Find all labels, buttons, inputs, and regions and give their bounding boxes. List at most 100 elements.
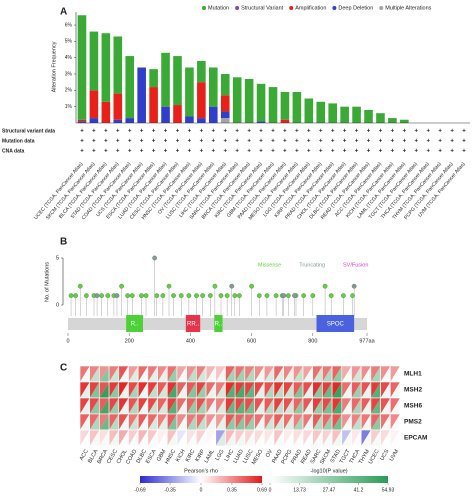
p-cell xyxy=(89,430,100,446)
bar-segment xyxy=(149,69,158,88)
p-cell xyxy=(196,398,207,414)
p-cell xyxy=(196,430,207,446)
colorbar xyxy=(270,476,388,483)
p-cell xyxy=(215,430,226,446)
lollipop-head xyxy=(224,293,230,298)
p-cell xyxy=(176,414,187,430)
y-tick-label: 0 xyxy=(56,302,59,308)
column-label: ESCA xyxy=(145,448,158,464)
p-cell xyxy=(370,366,381,382)
rho-cell xyxy=(89,366,100,382)
protein-domain xyxy=(126,315,143,332)
p-cell xyxy=(138,382,148,398)
rho-cell xyxy=(244,398,255,414)
rho-cell xyxy=(254,382,265,398)
lollipop-head xyxy=(273,293,279,298)
column-label: UCS xyxy=(379,448,390,461)
p-cell xyxy=(206,398,216,414)
p-cell xyxy=(157,382,168,398)
p-cell xyxy=(273,382,284,398)
p-cell xyxy=(370,382,381,398)
lollipop-head xyxy=(68,293,74,298)
p-cell xyxy=(312,430,323,446)
track-mark: + xyxy=(450,149,454,155)
track-mark: + xyxy=(176,129,180,135)
lollipop-head xyxy=(310,293,316,298)
p-cell xyxy=(225,414,236,430)
track-mark: + xyxy=(415,129,419,135)
p-cell xyxy=(244,398,255,414)
column-label: KIRC xyxy=(185,449,197,463)
bar-segment xyxy=(173,105,182,123)
p-cell xyxy=(167,430,177,446)
p-cell xyxy=(186,382,197,398)
track-mark: + xyxy=(283,129,287,135)
lollipop-head xyxy=(194,293,199,298)
rho-cell xyxy=(89,398,100,414)
track-mark: + xyxy=(438,129,442,135)
rho-cell xyxy=(80,414,90,430)
p-cell xyxy=(312,398,323,414)
row-label: PMS2 xyxy=(404,419,422,426)
p-cell xyxy=(80,382,90,398)
column-label: LIHC xyxy=(224,449,235,463)
p-cell xyxy=(312,366,323,382)
p-cell xyxy=(80,398,90,414)
y-tick-label: 3% xyxy=(65,71,73,77)
track-mark: + xyxy=(176,139,180,145)
legend-label: Mutation xyxy=(208,5,229,11)
protein-domain xyxy=(214,315,223,332)
rho-cell xyxy=(215,430,226,446)
p-cell xyxy=(273,398,284,414)
track-label: Mutation data xyxy=(2,138,35,144)
lollipop-head xyxy=(119,283,124,289)
bar-segment xyxy=(89,31,99,91)
bar-segment xyxy=(197,82,206,119)
track-mark: + xyxy=(331,129,335,135)
p-cell xyxy=(380,414,391,430)
rho-cell xyxy=(225,398,236,414)
track-mark: + xyxy=(415,139,419,145)
bar-segment xyxy=(364,109,373,123)
lollipop-head xyxy=(264,293,270,298)
track-mark: + xyxy=(176,149,180,155)
p-cell xyxy=(138,414,148,430)
lollipop-head xyxy=(171,293,176,298)
p-cell xyxy=(283,414,294,430)
track-mark: + xyxy=(307,129,311,135)
p-cell xyxy=(254,382,265,398)
p-cell xyxy=(89,366,100,382)
p-cell xyxy=(138,430,148,446)
rho-cell xyxy=(196,430,207,446)
p-cell xyxy=(341,398,352,414)
legend-label: Missense xyxy=(258,262,281,268)
rho-cell xyxy=(380,430,391,446)
p-cell xyxy=(196,414,207,430)
bar-segment xyxy=(197,118,206,123)
bar-segment xyxy=(292,91,302,123)
bar-segment xyxy=(77,15,87,120)
p-cell xyxy=(235,398,245,414)
lollipop-head xyxy=(129,293,135,298)
track-mark: + xyxy=(140,139,144,145)
rho-cell xyxy=(254,366,265,382)
legend-marker xyxy=(332,6,337,10)
p-cell xyxy=(254,430,265,446)
rho-cell xyxy=(225,366,236,382)
rho-cell xyxy=(351,414,362,430)
track-mark: + xyxy=(116,139,120,145)
p-cell xyxy=(235,382,245,398)
p-cell xyxy=(167,382,177,398)
rho-cell xyxy=(176,398,187,414)
y-tick-label: 6% xyxy=(65,22,73,28)
lollipop-head xyxy=(301,293,306,298)
p-cell xyxy=(293,382,304,398)
colorbar-tick-label: 54.93 xyxy=(382,487,395,493)
colorbar-title: -log10(P value) xyxy=(310,468,347,474)
p-cell xyxy=(118,366,129,382)
bar-segment xyxy=(340,106,349,123)
bar-segment xyxy=(304,98,314,123)
track-mark: + xyxy=(247,129,251,135)
track-mark: + xyxy=(116,149,120,155)
track-mark: + xyxy=(367,139,371,145)
